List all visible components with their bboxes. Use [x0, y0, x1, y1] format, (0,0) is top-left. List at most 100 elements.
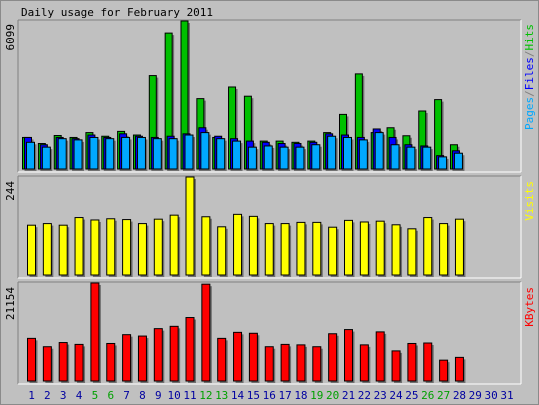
pages-bar-20	[327, 135, 337, 170]
kbytes-bar-4	[74, 343, 84, 382]
kbytes-bar-8	[137, 335, 147, 382]
pages-bar-4	[73, 139, 83, 170]
day-label-26: 26	[421, 389, 434, 402]
kbytes-bar-1	[27, 337, 36, 382]
visits-bar-9	[153, 218, 163, 276]
visits-bar-23	[375, 220, 385, 276]
day-label-11: 11	[183, 389, 196, 402]
visits-bar-12	[201, 216, 211, 276]
visits-bar-14	[233, 213, 243, 276]
kbytes-bar-5	[90, 282, 100, 382]
pages-bar-5	[89, 136, 99, 170]
visits-bar-15	[248, 215, 258, 276]
pages-bar-24	[390, 144, 400, 170]
panel2-legend: Visits	[523, 181, 536, 221]
kbytes-bar-6	[106, 342, 116, 382]
kbytes-bar-24	[391, 350, 401, 382]
visits-bar-3	[58, 224, 68, 276]
kbytes-bar-14	[233, 331, 243, 382]
day-label-16: 16	[263, 389, 276, 402]
day-label-6: 6	[107, 389, 114, 402]
day-label-25: 25	[405, 389, 418, 402]
pages-bar-22	[358, 139, 368, 170]
visits-bar-4	[74, 217, 84, 276]
kbytes-bar-13	[217, 337, 227, 382]
day-label-23: 23	[374, 389, 387, 402]
visits-bar-22	[359, 221, 369, 276]
pages-bar-13	[216, 138, 226, 170]
pages-bar-12	[200, 132, 210, 170]
chart-title: Daily usage for February 2011	[21, 6, 213, 19]
visits-bar-20	[328, 226, 338, 276]
kbytes-bar-17	[280, 343, 290, 382]
visits-bar-28	[454, 218, 464, 276]
pages-bar-6	[105, 138, 115, 170]
kbytes-bar-16	[264, 346, 274, 382]
visits-bar-25	[407, 228, 417, 276]
kbytes-bar-28	[454, 356, 464, 382]
day-label-13: 13	[215, 389, 228, 402]
pages-bar-8	[136, 136, 146, 170]
pages-bar-2	[41, 146, 51, 170]
visits-bar-21	[344, 219, 353, 276]
kbytes-bar-2	[42, 346, 52, 382]
day-label-18: 18	[294, 389, 307, 402]
visits-bar-19	[312, 221, 322, 276]
panel3-max-label: 21154	[4, 287, 17, 320]
day-label-21: 21	[342, 389, 355, 402]
visits-bar-18	[296, 221, 306, 276]
panel1-legend: Pages/Files/Hits	[523, 24, 536, 130]
kbytes-bar-15	[248, 332, 258, 382]
pages-bar-18	[295, 146, 305, 170]
kbytes-bar-20	[328, 333, 338, 382]
panel2-max-label: 244	[4, 181, 17, 201]
day-label-22: 22	[358, 389, 371, 402]
pages-bar-10	[168, 138, 178, 170]
pages-bar-28	[453, 152, 463, 170]
visits-bar-6	[106, 218, 116, 276]
pages-bar-19	[311, 144, 321, 170]
kbytes-bar-23	[375, 331, 385, 382]
pages-bar-17	[279, 146, 289, 170]
pages-bar-1	[26, 141, 35, 170]
day-label-24: 24	[389, 389, 403, 402]
kbytes-bar-26	[423, 342, 433, 382]
kbytes-bar-18	[296, 344, 306, 382]
day-label-27: 27	[437, 389, 450, 402]
day-label-7: 7	[123, 389, 130, 402]
pages-bar-25	[406, 146, 416, 170]
pages-bar-15	[247, 146, 257, 170]
pages-bar-9	[152, 138, 162, 170]
day-label-20: 20	[326, 389, 339, 402]
pages-bar-23	[374, 132, 384, 170]
day-label-29: 29	[469, 389, 482, 402]
visits-bar-13	[217, 226, 227, 276]
kbytes-bar-21	[344, 329, 353, 382]
kbytes-bar-7	[122, 334, 132, 382]
kbytes-bar-27	[439, 359, 449, 382]
pages-bar-16	[263, 145, 273, 170]
kbytes-bar-12	[201, 283, 211, 382]
kbytes-bar-3	[58, 342, 68, 382]
pages-bar-21	[343, 136, 352, 170]
day-label-28: 28	[453, 389, 466, 402]
day-label-4: 4	[76, 389, 83, 402]
day-label-12: 12	[199, 389, 212, 402]
pages-bar-26	[422, 146, 432, 170]
day-label-10: 10	[168, 389, 181, 402]
visits-bar-2	[42, 223, 52, 276]
visits-bar-10	[169, 214, 179, 276]
day-label-9: 9	[155, 389, 162, 402]
day-label-1: 1	[28, 389, 35, 402]
day-label-19: 19	[310, 389, 323, 402]
visits-bar-16	[264, 223, 274, 276]
day-label-31: 31	[500, 389, 513, 402]
visits-bar-1	[27, 224, 36, 276]
day-label-15: 15	[247, 389, 260, 402]
panel3-legend: KBytes	[523, 287, 536, 327]
visits-bar-11	[185, 176, 195, 276]
kbytes-bar-22	[359, 344, 369, 382]
visits-bar-8	[137, 223, 147, 276]
